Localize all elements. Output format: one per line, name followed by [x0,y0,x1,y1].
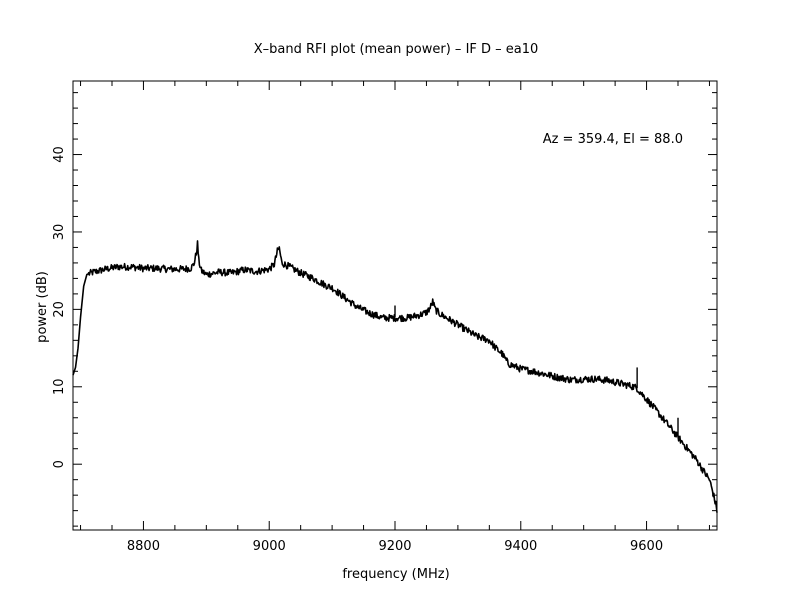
y-tick-label: 0 [52,460,67,468]
y-tick-label: 30 [52,224,67,241]
x-tick-label: 9600 [630,539,663,554]
chart-title: X–band RFI plot (mean power) – IF D – ea… [254,42,539,57]
rfi-spikes [394,305,679,438]
y-axis-label: power (dB) [35,271,50,343]
x-tick-label: 9000 [253,539,286,554]
x-axis-label: frequency (MHz) [342,567,449,582]
axis-ticks [73,81,717,530]
y-tick-label: 40 [52,146,67,163]
y-tick-label: 10 [52,379,67,396]
x-tick-label: 9400 [504,539,537,554]
power-series-line [72,240,718,513]
x-tick-label: 8800 [127,539,160,554]
x-tick-label: 9200 [378,539,411,554]
tick-labels: 8800 9000 9200 9400 9600 0 10 20 30 40 [52,146,663,554]
y-tick-label: 20 [52,301,67,318]
az-el-annotation: Az = 359.4, El = 88.0 [543,132,683,147]
